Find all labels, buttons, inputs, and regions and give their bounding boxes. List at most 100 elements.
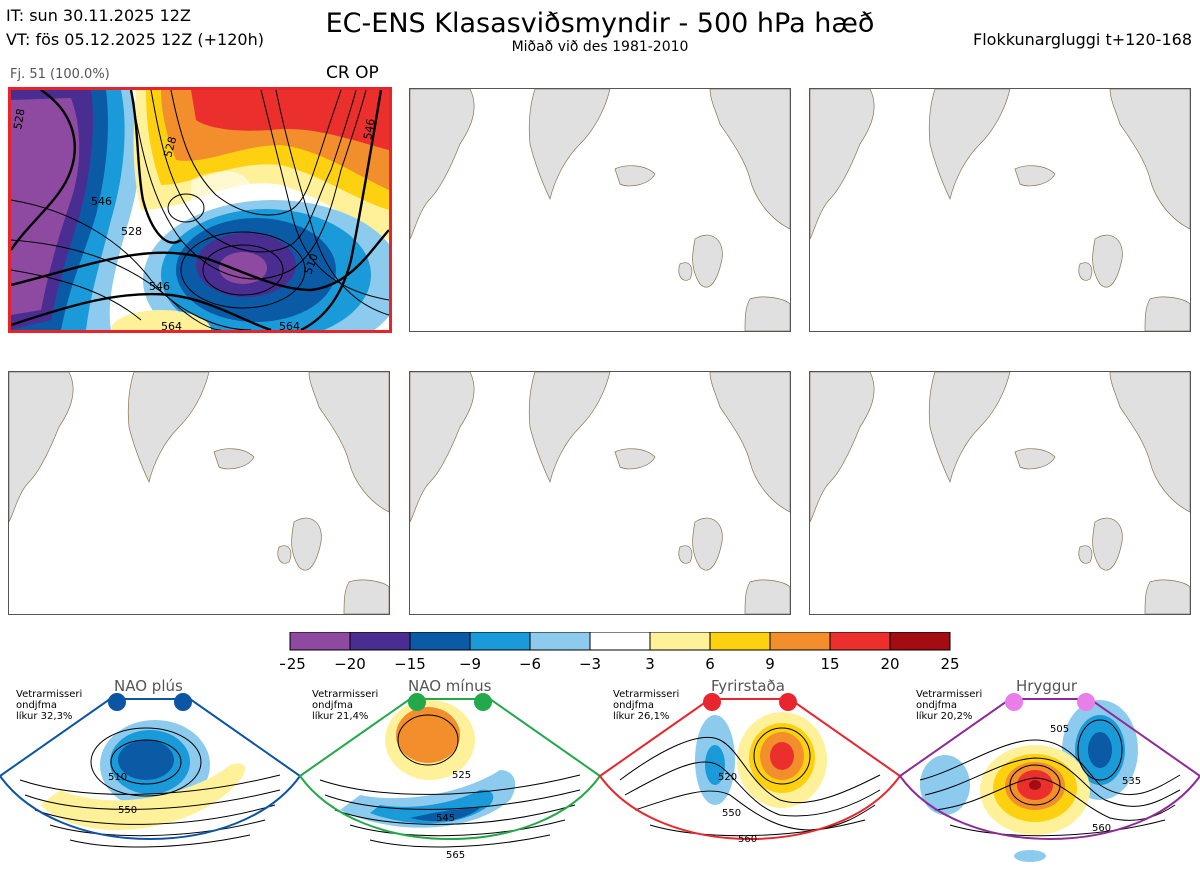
contour-label: 550 xyxy=(722,808,741,819)
init-time: IT: sun 30.11.2025 12Z xyxy=(6,6,191,25)
landmass xyxy=(1144,579,1190,614)
contour-label: 525 xyxy=(452,770,471,781)
landmass xyxy=(127,372,210,484)
cluster-tag: CR OP xyxy=(326,63,379,83)
cluster-count-label: Fj. 51 (100.0%) xyxy=(10,67,110,82)
contour-label: 528 xyxy=(161,135,179,159)
landmass xyxy=(928,372,1011,484)
regime-map-ridge[interactable]: 505 535 560 xyxy=(898,693,1200,862)
landmass xyxy=(291,517,322,571)
landmass xyxy=(614,448,656,470)
landmass xyxy=(528,372,611,484)
cluster-map-5[interactable] xyxy=(409,371,791,615)
page-subtitle: Miðað við des 1981-2010 xyxy=(511,39,689,55)
note-line: ondjfma xyxy=(16,700,57,711)
landmass xyxy=(1144,296,1190,331)
note-line: Vetrarmisseri xyxy=(16,689,83,700)
anomaly-colorbar: −25 −20 −15 −9 −6 −3 3 6 9 15 20 25 xyxy=(280,632,960,673)
note-line: Vetrarmisseri xyxy=(916,689,983,700)
colorbar-tick-label: −15 xyxy=(394,655,426,673)
contour-label: 560 xyxy=(738,834,757,845)
contour-label: 528 xyxy=(11,108,27,131)
landmass xyxy=(1014,448,1056,470)
contour-label: 520 xyxy=(718,772,737,783)
colorbar-swatch xyxy=(649,632,711,651)
colorbar-tick-label: 9 xyxy=(765,655,775,673)
map-land xyxy=(410,372,790,614)
colorbar-tick-label: −9 xyxy=(459,655,481,673)
regime-note-nao-plus: Vetrarmisseri ondjfma líkur 32,3% xyxy=(16,689,82,722)
contour-label: 565 xyxy=(446,850,465,861)
contour-label: 564 xyxy=(279,320,300,330)
landmass xyxy=(1092,234,1123,288)
colorbar-tick-label: 6 xyxy=(705,655,715,673)
landmass xyxy=(744,296,790,331)
regime-maps: 510 550 525 545 565 xyxy=(0,693,1200,862)
colorbar-swatch xyxy=(589,632,651,651)
colorbar-swatch xyxy=(829,632,891,651)
cluster-1-field: 528 546 528 528 546 546 510 564 564 xyxy=(11,90,389,330)
contour-label: 546 xyxy=(149,280,170,293)
colorbar-swatch xyxy=(469,632,531,651)
map-land xyxy=(410,89,790,331)
regime-note-blocking: Vetrarmisseri ondjfma líkur 26,1% xyxy=(613,689,679,722)
cluster-map-2[interactable] xyxy=(409,88,791,332)
landmass xyxy=(410,372,475,523)
colorbar-swatch xyxy=(769,632,831,651)
contour-label: 510 xyxy=(108,772,127,783)
regime-title-nao-plus: NAO plús xyxy=(114,677,183,695)
map-land xyxy=(810,89,1190,331)
colorbar-tick-label: −20 xyxy=(334,655,366,673)
contour-label: 505 xyxy=(1050,724,1069,735)
colorbar-tick-label: 15 xyxy=(820,655,839,673)
landmass xyxy=(308,372,389,513)
landmass xyxy=(810,372,875,523)
landmass xyxy=(528,89,611,201)
cluster-map-4[interactable] xyxy=(8,371,390,615)
colorbar-swatch xyxy=(289,632,351,651)
landmass xyxy=(678,262,693,281)
colorbar-tick-label: −6 xyxy=(519,655,541,673)
landmass xyxy=(1092,517,1123,571)
landmass xyxy=(709,372,790,513)
landmass xyxy=(744,579,790,614)
landmass xyxy=(1078,545,1093,564)
page-title: EC-ENS Klasasviðsmyndir - 500 hPa hæð xyxy=(325,8,875,39)
landmass xyxy=(213,448,255,470)
note-line: ondjfma xyxy=(312,700,353,711)
regime-map-nao-plus[interactable]: 510 550 xyxy=(0,693,302,848)
landmass xyxy=(614,165,656,187)
valid-time: VT: fös 05.12.2025 12Z (+120h) xyxy=(6,30,264,49)
window-label: Flokkunargluggi t+120-168 xyxy=(973,30,1192,49)
landmass xyxy=(678,545,693,564)
landmass xyxy=(810,89,875,240)
landmass xyxy=(343,579,389,614)
contour-label: 535 xyxy=(1122,776,1141,787)
cluster-map-6[interactable] xyxy=(809,371,1191,615)
colorbar-swatch xyxy=(349,632,411,651)
contour-label: 546 xyxy=(91,195,112,208)
note-line: líkur 26,1% xyxy=(613,711,670,722)
colorbar-tick-label: −3 xyxy=(579,655,601,673)
colorbar-swatch xyxy=(709,632,771,651)
colorbar-tick-label: −25 xyxy=(280,655,306,673)
landmass xyxy=(410,89,475,240)
note-line: líkur 32,3% xyxy=(16,711,73,722)
cluster-map-3[interactable] xyxy=(809,88,1191,332)
regime-map-blocking[interactable]: 520 550 560 xyxy=(598,693,902,845)
regime-note-ridge: Vetrarmisseri ondjfma líkur 20,2% xyxy=(916,689,982,722)
note-line: Vetrarmisseri xyxy=(312,689,379,700)
landmass xyxy=(1078,262,1093,281)
regime-map-nao-minus[interactable]: 525 545 565 xyxy=(298,693,602,861)
colorbar-swatch xyxy=(889,632,951,651)
contour-label: 546 xyxy=(361,118,377,141)
cluster-map-1[interactable]: 528 546 528 528 546 546 510 564 564 xyxy=(8,87,392,333)
note-line: Vetrarmisseri xyxy=(613,689,680,700)
regime-title-nao-minus: NAO mínus xyxy=(408,677,492,695)
landmass xyxy=(1109,89,1190,230)
regime-title-blocking: Fyrirstaða xyxy=(711,677,785,695)
contour-label: 550 xyxy=(118,805,137,816)
landmass xyxy=(692,234,723,288)
regime-title-ridge: Hryggur xyxy=(1016,677,1078,695)
landmass xyxy=(1014,165,1056,187)
